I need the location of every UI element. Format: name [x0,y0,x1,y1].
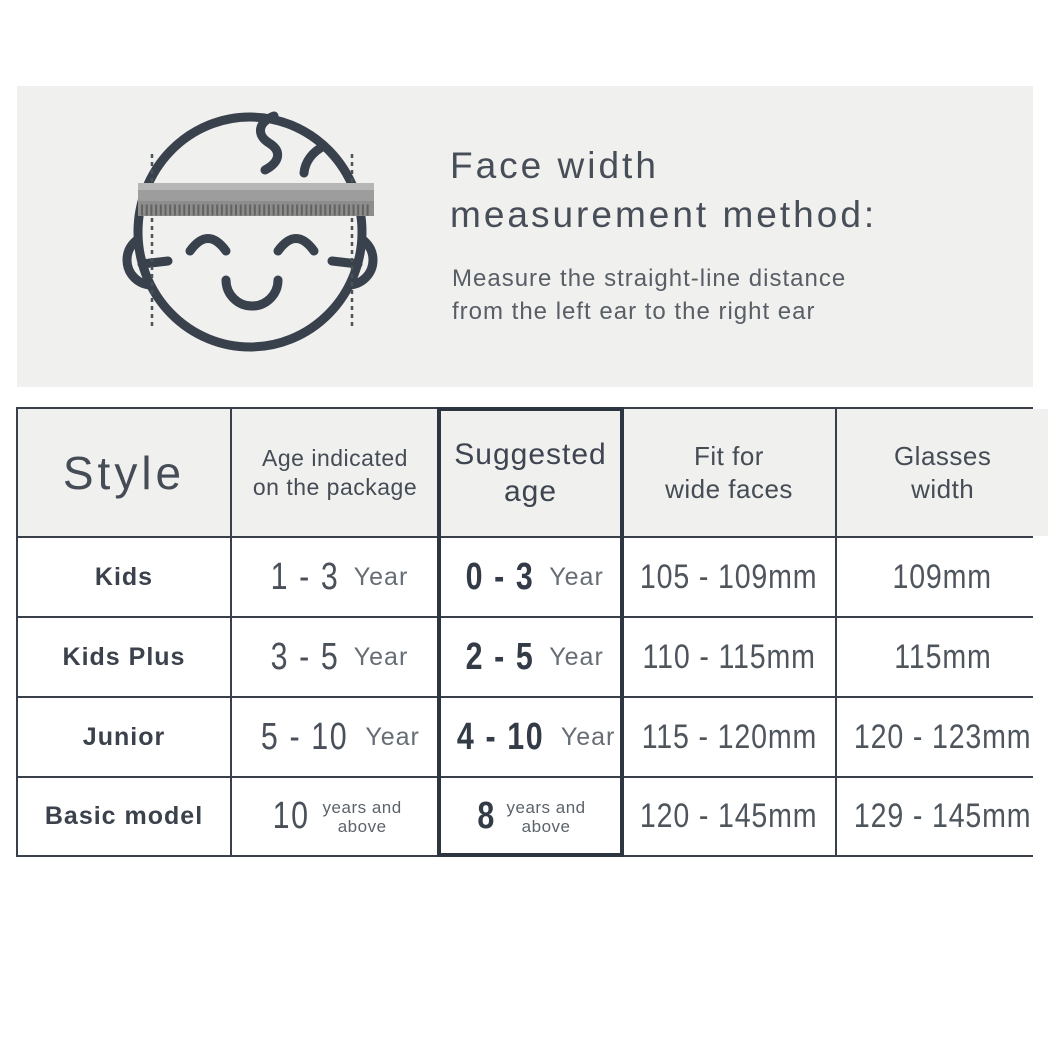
page-subtitle-line1: Measure the straight-line distance [452,265,847,292]
row-basic-model-suggested: 8 years and above [440,778,621,855]
row-kids-glasses: 109mm [837,538,1049,616]
page-title-line1: Face width [450,145,659,186]
row-junior-fit: 115 - 120mm [623,698,835,776]
row-junior-suggested: 4 - 10 Year [440,698,621,776]
row-kids-style: Kids [18,538,230,616]
row-basic-model-fit: 120 - 145mm [623,778,835,855]
ruler-band-icon [138,183,374,216]
face-measurement-icon [122,111,378,352]
hero-panel: Face width measurement method: Measure t… [17,86,1033,387]
header-fit-wide-faces: Fit for wide faces [623,409,835,536]
row-kids-plus-style: Kids Plus [18,618,230,696]
row-junior-age: 5 - 10 Year [232,698,438,776]
row-junior-style: Junior [18,698,230,776]
size-table: Style Age indicated on the package Sugge… [16,407,1049,857]
row-kids-age: 1 - 3 Year [232,538,438,616]
header-glasses-width: Glasses width [837,409,1049,536]
row-kids-plus-glasses: 115mm [837,618,1049,696]
page-subtitle: Measure the straight-line distance from … [452,262,846,328]
row-kids-suggested: 0 - 3 Year [440,538,621,616]
row-basic-model-age: 10 years and above [232,778,438,855]
row-kids-plus-fit: 110 - 115mm [623,618,835,696]
page-subtitle-line2: from the left ear to the right ear [452,298,816,325]
row-junior-glasses: 120 - 123mm [837,698,1049,776]
header-suggested-age: Suggested age [440,409,621,536]
row-kids-fit: 105 - 109mm [623,538,835,616]
header-age-package: Age indicated on the package [232,409,438,536]
header-style: Style [18,409,230,536]
row-basic-model-style: Basic model [18,778,230,855]
row-kids-plus-suggested: 2 - 5 Year [440,618,621,696]
row-kids-plus-age: 3 - 5 Year [232,618,438,696]
row-basic-model-glasses: 129 - 145mm [837,778,1049,855]
page-title: Face width measurement method: [450,141,877,239]
page-title-line2: measurement method: [450,194,878,235]
